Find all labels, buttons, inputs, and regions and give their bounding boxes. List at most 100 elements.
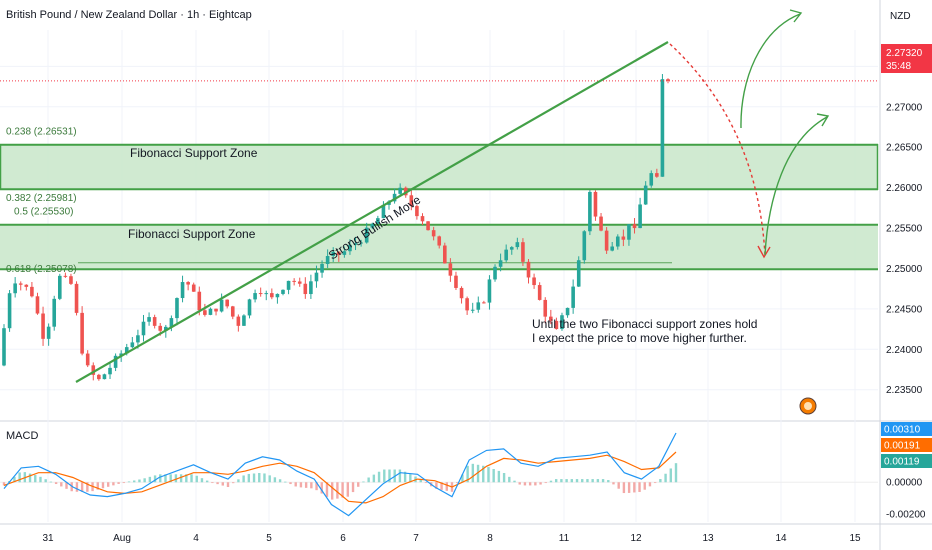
candle-body <box>52 298 57 327</box>
macd-histogram-bar <box>49 481 53 483</box>
macd-histogram-bar <box>581 479 584 483</box>
macd-histogram-bar <box>482 465 485 483</box>
macd-histogram-bar <box>357 482 360 487</box>
macd-histogram-bar <box>278 479 282 483</box>
macd-histogram-bar <box>294 482 297 487</box>
x-tick-label: 7 <box>413 533 419 544</box>
macd-histogram-bar <box>388 469 391 483</box>
macd-histogram-bar <box>554 479 558 483</box>
candle-body <box>169 318 174 327</box>
macd-histogram-bar <box>237 479 240 483</box>
projection-rally-2-arrowhead <box>816 113 830 127</box>
macd-histogram-bar <box>330 482 334 500</box>
candle-body <box>158 325 163 331</box>
macd-histogram-bar <box>633 482 636 493</box>
macd-histogram-bar <box>195 475 198 483</box>
macd-histogram-bar <box>377 471 381 483</box>
candle-body <box>136 335 140 343</box>
macd-histogram-bar <box>539 482 542 485</box>
candle-body <box>610 246 615 251</box>
candle-body <box>336 251 341 255</box>
candle-body <box>85 353 90 366</box>
candle-body <box>208 308 213 315</box>
candle-body <box>13 283 17 294</box>
macd-histogram-bar <box>351 482 355 493</box>
macd-value-tag <box>881 454 932 468</box>
macd-histogram-bar <box>216 482 219 485</box>
macd-histogram-bar <box>268 475 271 483</box>
candle-body <box>2 328 6 366</box>
macd-histogram-bar <box>638 482 641 492</box>
macd-histogram-bar <box>674 463 678 483</box>
candle-body <box>521 242 525 262</box>
candle-body <box>443 245 447 264</box>
candle-body <box>643 185 648 205</box>
candle-body <box>615 236 620 247</box>
macd-histogram-bar <box>205 480 209 483</box>
note-line-1: Until the two Fibonacci support zones ho… <box>532 317 757 331</box>
macd-histogram-bar <box>138 479 141 483</box>
macd-histogram-bar <box>346 482 350 497</box>
macd-histogram-bar <box>299 482 303 488</box>
candle-body <box>203 310 207 315</box>
trend-line <box>75 41 669 383</box>
macd-histogram-bar <box>185 474 188 483</box>
macd-histogram-bar <box>669 468 672 483</box>
candle-body <box>175 298 179 319</box>
macd-histogram-bar <box>315 482 318 491</box>
candle-body <box>437 236 442 246</box>
candle-body <box>286 280 291 290</box>
macd-histogram-bar <box>80 482 84 492</box>
candle-body <box>482 302 486 304</box>
candle-body <box>225 299 229 307</box>
candle-body <box>7 293 12 329</box>
candle-body <box>186 282 190 285</box>
macd-histogram-bar <box>476 464 480 483</box>
macd-histogram-bar <box>398 469 402 483</box>
y-tick-label: 2.25500 <box>886 224 923 235</box>
macd-histogram-bar <box>148 476 152 483</box>
zone-lower-label: Fibonacci Support Zone <box>128 227 256 241</box>
candle-body <box>420 216 425 222</box>
candle-body <box>409 195 414 207</box>
candle-body <box>303 283 308 295</box>
candle-body <box>264 293 269 295</box>
candle-body <box>108 367 112 375</box>
macd-line <box>3 432 677 517</box>
candle-body <box>331 251 336 257</box>
candle-body <box>219 299 224 312</box>
macd-histogram-bar <box>362 481 365 483</box>
candle-body <box>270 293 274 298</box>
candle-body <box>119 353 123 356</box>
macd-histogram-bar <box>627 482 631 493</box>
candle-body <box>191 284 196 292</box>
x-tick-label: 31 <box>42 533 54 544</box>
macd-histogram-bar <box>112 482 115 486</box>
macd-histogram-bar <box>502 473 506 483</box>
macd-histogram-bar <box>44 479 47 483</box>
macd-tick-label: -0.00200 <box>886 510 926 521</box>
candle-body <box>30 286 34 297</box>
candle-body <box>69 276 73 284</box>
candle-body <box>342 251 347 255</box>
candle-body <box>448 263 453 276</box>
macd-histogram-bar <box>60 482 63 487</box>
macd-tick-label: 0.00000 <box>886 478 923 489</box>
candle-body <box>297 281 302 284</box>
projection-drop <box>669 43 766 256</box>
projection-rally-2 <box>764 116 828 256</box>
projection-rally-1-arrowhead <box>789 9 803 23</box>
candle-body <box>214 308 218 312</box>
candle-body <box>18 283 23 285</box>
macd-histogram-bar <box>2 482 6 486</box>
candle-body <box>370 223 375 228</box>
candle-body <box>599 216 603 231</box>
macd-histogram-bar <box>534 482 537 486</box>
macd-histogram-bar <box>325 482 329 497</box>
candle-body <box>526 261 531 278</box>
macd-histogram-bar <box>659 479 662 483</box>
macd-histogram-bar <box>200 478 204 483</box>
macd-histogram-bar <box>320 482 323 494</box>
candle-body <box>498 260 503 267</box>
macd-histogram-bar <box>143 478 146 483</box>
